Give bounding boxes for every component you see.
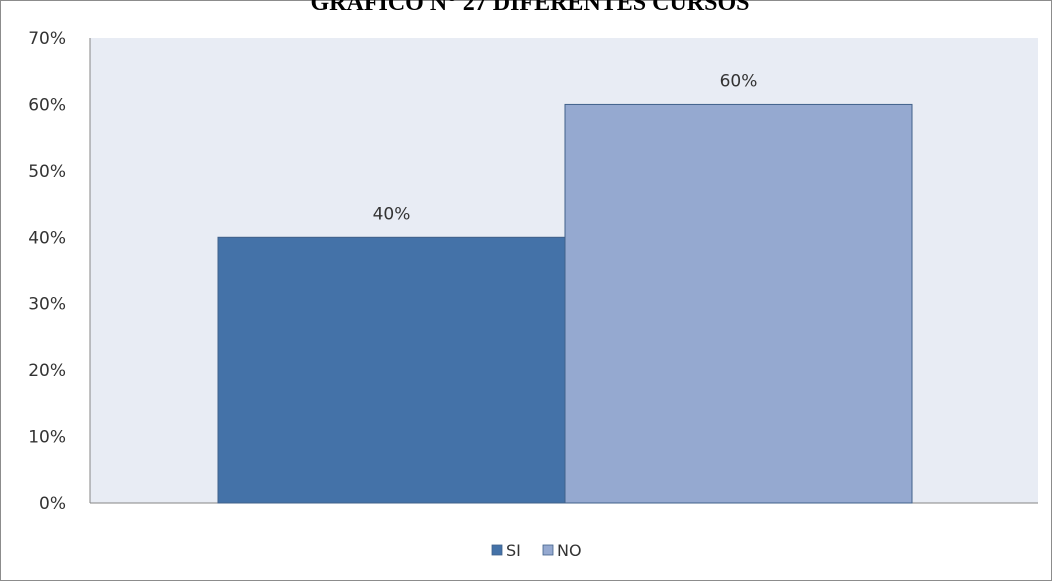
y-tick-label: 30% bbox=[28, 295, 66, 315]
legend: SI NO bbox=[491, 541, 582, 560]
chart-title: GRAFICO N° 27 DIFERENTES CURSOS bbox=[311, 0, 750, 16]
legend-label-si: SI bbox=[506, 541, 521, 560]
legend-swatch-si bbox=[491, 544, 503, 556]
y-tick-label: 50% bbox=[28, 162, 66, 182]
legend-swatch-no bbox=[542, 544, 554, 556]
y-tick-label: 0% bbox=[39, 494, 66, 514]
y-tick-label: 70% bbox=[28, 29, 66, 49]
bar-no bbox=[564, 103, 913, 504]
data-label-no: 60% bbox=[720, 71, 758, 91]
y-tick-label: 60% bbox=[28, 95, 66, 115]
data-label-si: 40% bbox=[373, 204, 411, 224]
data-labels: 40% 60% bbox=[373, 71, 758, 224]
y-tick-label: 20% bbox=[28, 361, 66, 381]
y-tick-label: 40% bbox=[28, 228, 66, 248]
y-axis-ticks: 0% 10% 20% 30% 40% 50% 60% 70% bbox=[28, 29, 66, 514]
y-tick-label: 10% bbox=[28, 428, 66, 448]
bar-si bbox=[217, 236, 566, 504]
bars bbox=[217, 103, 913, 504]
legend-label-no: NO bbox=[557, 541, 582, 560]
